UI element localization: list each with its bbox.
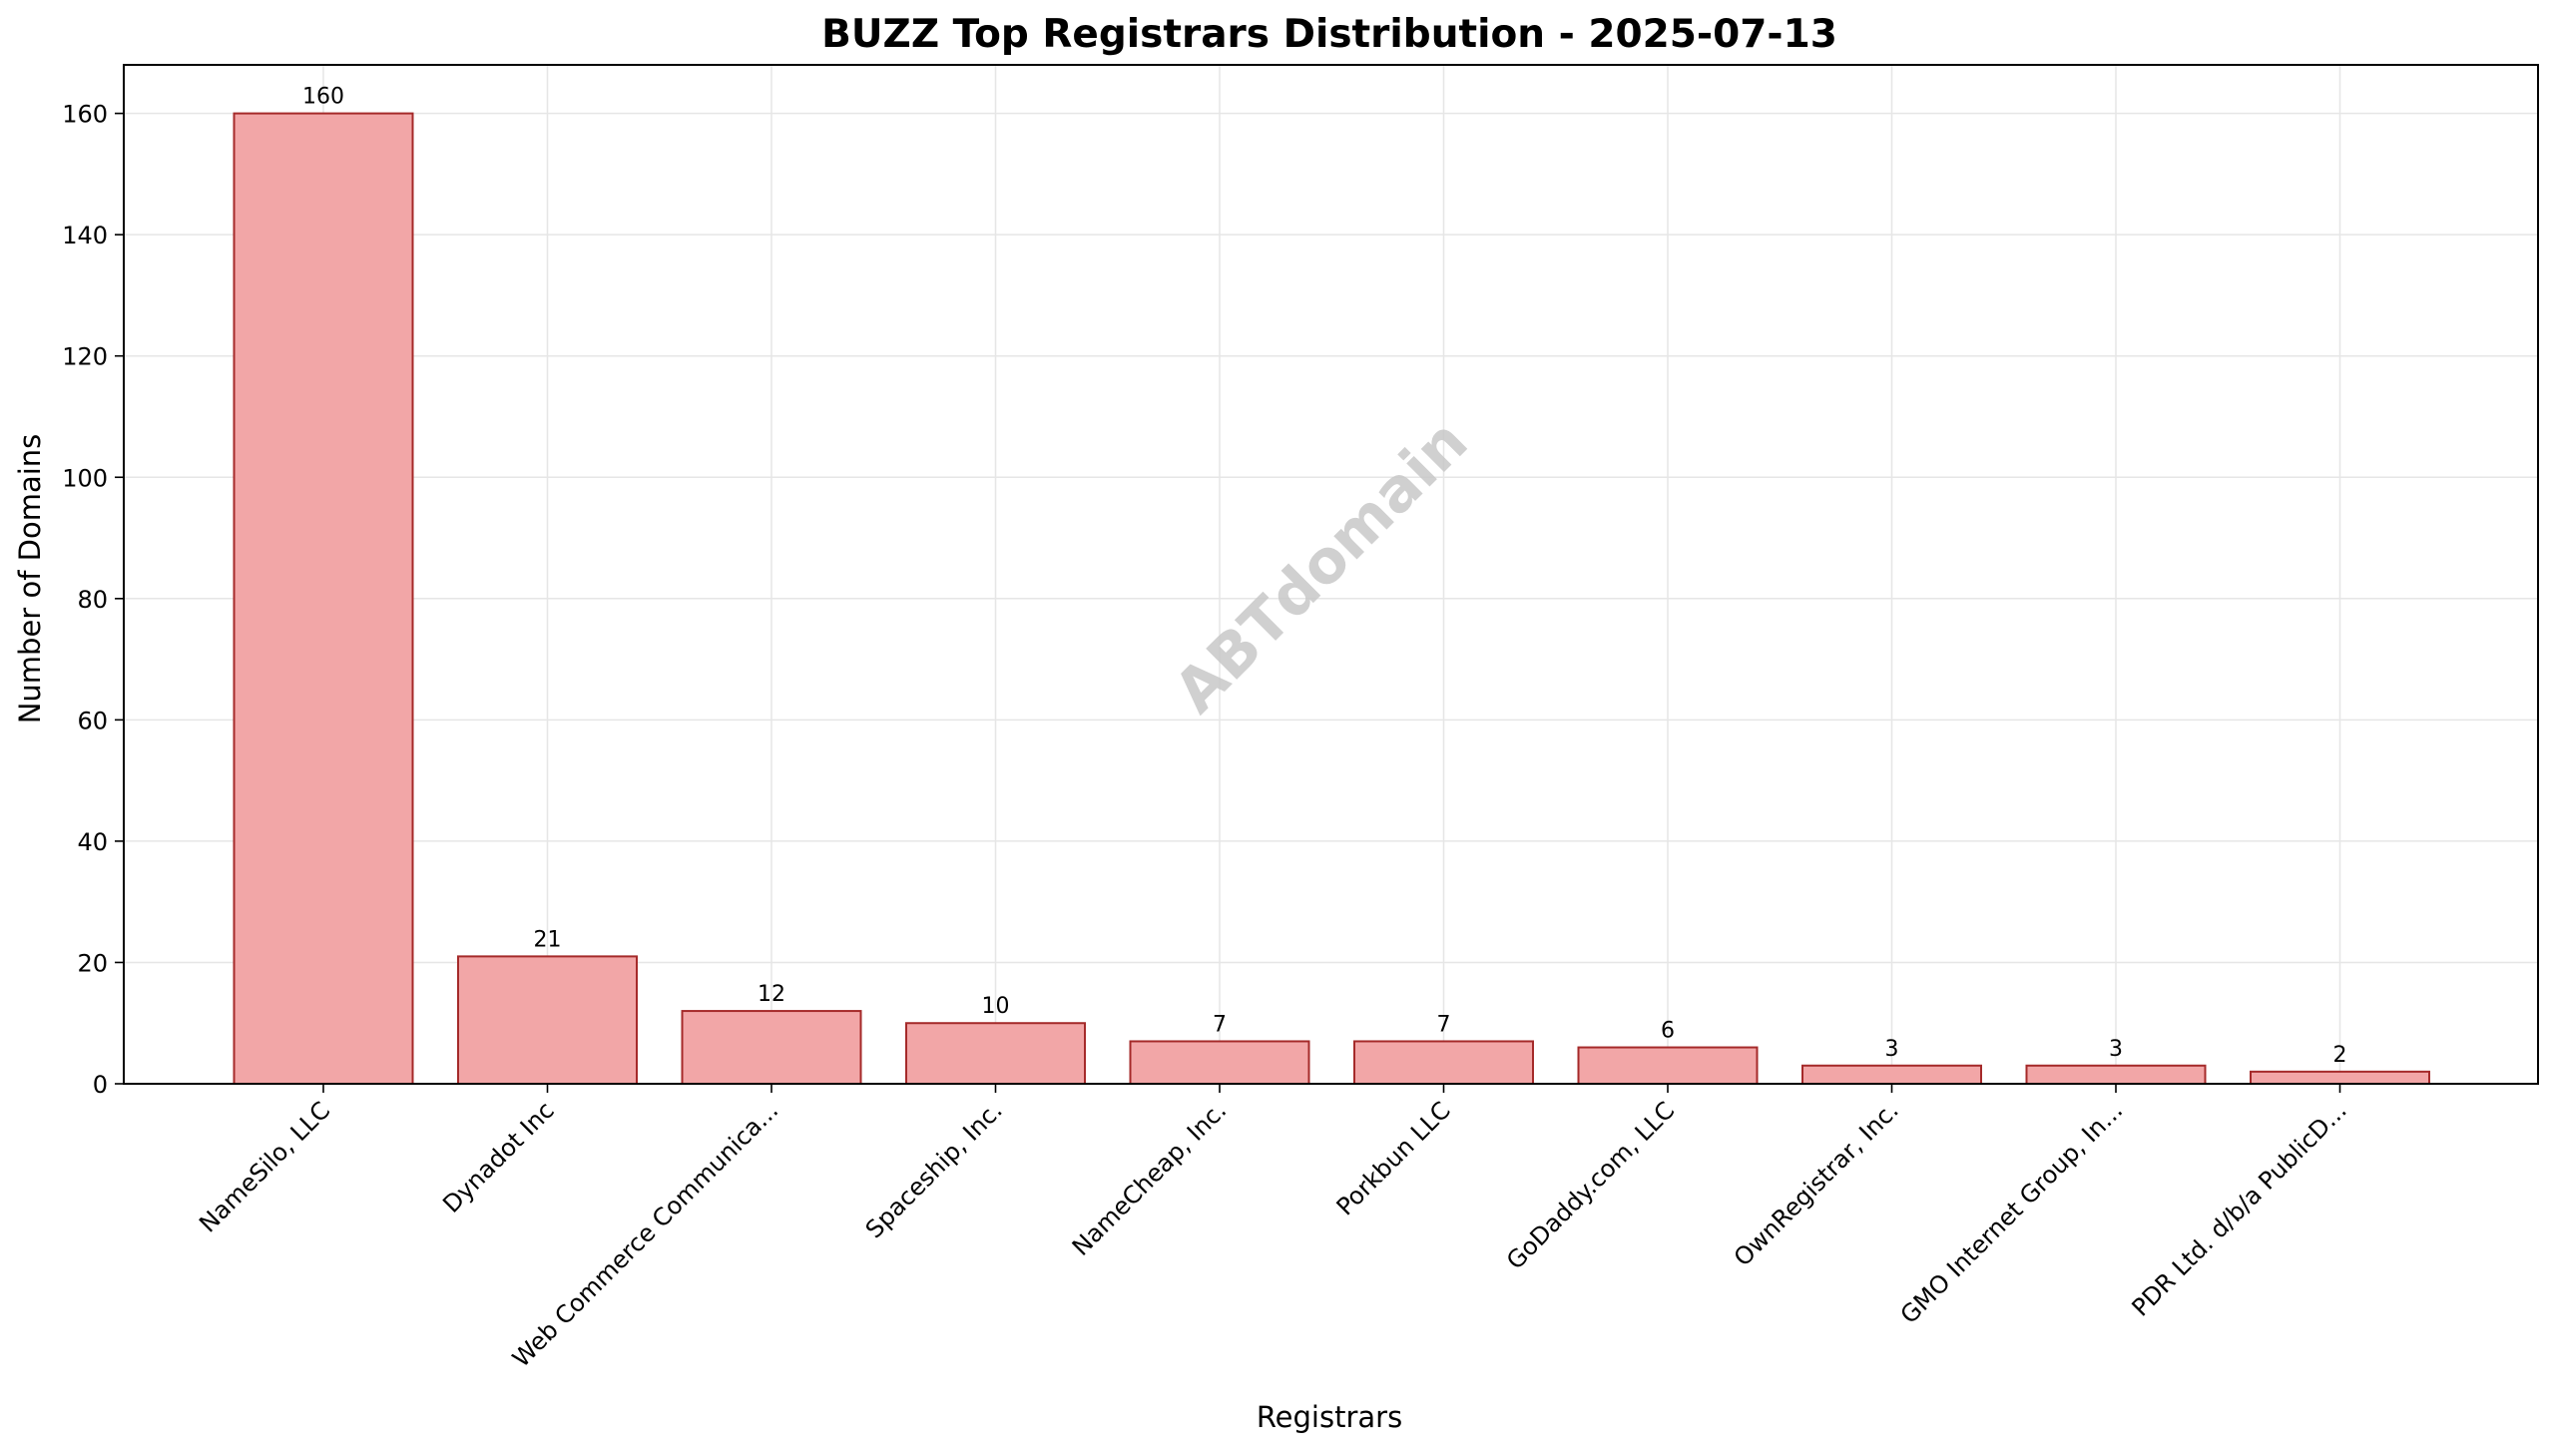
bar-value-label: 12	[758, 982, 785, 1007]
bar	[1801, 1064, 1982, 1085]
bar-value-label: 7	[1437, 1012, 1451, 1037]
grid-layer	[124, 65, 2538, 1085]
bar-value-label: 3	[1885, 1037, 1899, 1062]
y-tick-label: 120	[62, 343, 108, 371]
x-tick-label: NameSilo, LLC	[194, 1096, 335, 1237]
bar	[233, 112, 414, 1086]
bar	[1353, 1040, 1534, 1086]
x-tick-label: Porkbun LLC	[1331, 1096, 1456, 1220]
bar-value-label: 6	[1661, 1019, 1675, 1044]
x-tick-label: Spaceship, Inc.	[860, 1096, 1008, 1243]
bar-value-label: 21	[534, 927, 562, 952]
x-axis-label: Registrars	[1257, 1400, 1402, 1434]
y-tick-label: 60	[77, 707, 108, 734]
x-tick-label: OwnRegistrar, Inc.	[1729, 1096, 1904, 1271]
y-tick-label: 20	[77, 949, 108, 977]
y-tick-label: 140	[62, 222, 108, 249]
watermark-layer: ABTdomain	[1161, 406, 1481, 727]
watermark: ABTdomain	[1161, 406, 1481, 727]
chart-title: BUZZ Top Registrars Distribution - 2025-…	[821, 12, 1837, 57]
bar	[2250, 1070, 2430, 1085]
axes-layer: 0 20 40 60 80 100 120 140 160 NameSilo, LLC Dynado…	[62, 64, 2539, 1373]
bar	[457, 955, 638, 1085]
bar	[905, 1022, 1086, 1086]
bar-value-label: 3	[2109, 1037, 2123, 1062]
y-tick-label: 0	[93, 1071, 108, 1099]
bar-value-label: 2	[2333, 1043, 2347, 1068]
x-tick-label: NameCheap, Inc.	[1067, 1096, 1232, 1260]
bar	[681, 1010, 862, 1085]
y-tick-label: 80	[77, 586, 108, 614]
x-tick-label: Web Commerce Communica...	[507, 1096, 783, 1372]
bar	[2025, 1064, 2207, 1085]
y-tick-label: 100	[62, 464, 108, 492]
bars-layer: 160 21 12 10 7 7 6 3 3 2	[233, 85, 2430, 1086]
plot-frame	[123, 64, 2539, 1085]
bar-value-label: 7	[1213, 1012, 1227, 1037]
bar-value-label: 10	[982, 994, 1010, 1019]
x-tick-label: GoDaddy.com, LLC	[1501, 1096, 1680, 1274]
x-tick-label: PDR Ltd. d/b/a PublicD...	[2127, 1096, 2352, 1321]
y-tick-label: 40	[77, 828, 108, 856]
y-tick-label: 160	[62, 101, 108, 129]
bar	[1577, 1046, 1759, 1086]
y-axis-label: Number of Domains	[13, 434, 47, 725]
x-tick-label: GMO Internet Group, In...	[1895, 1096, 2129, 1329]
x-tick-label: Dynadot Inc	[437, 1096, 559, 1217]
bar	[1129, 1040, 1310, 1086]
bar-value-label: 160	[302, 85, 344, 110]
